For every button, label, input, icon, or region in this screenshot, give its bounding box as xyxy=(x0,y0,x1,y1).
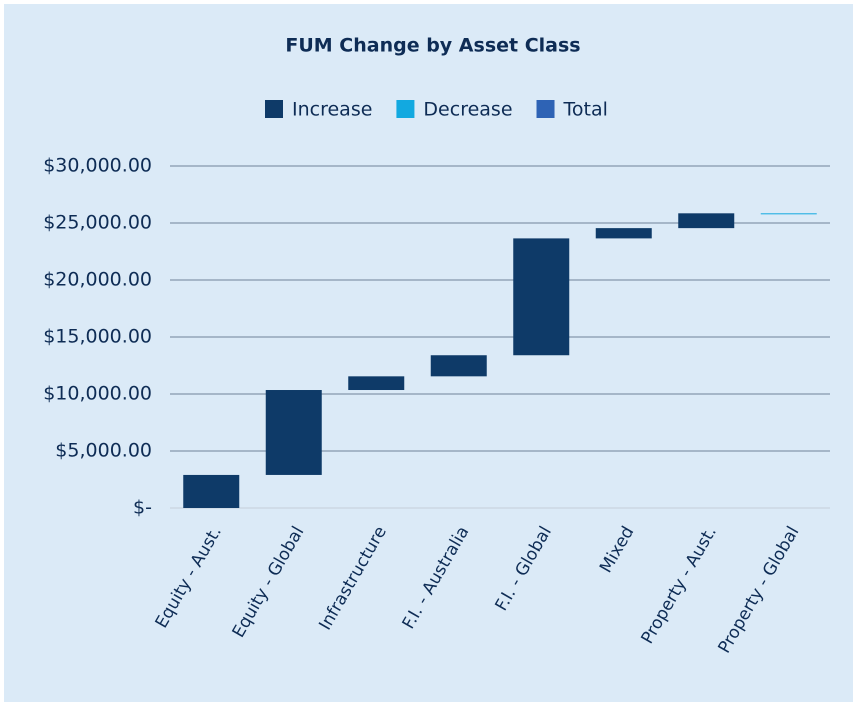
legend-label: Decrease xyxy=(423,99,512,121)
y-tick-label: $5,000.00 xyxy=(55,440,152,462)
bar xyxy=(265,390,322,475)
chart-background xyxy=(4,4,853,702)
bar xyxy=(595,228,652,239)
bar xyxy=(760,213,817,215)
legend-label: Total xyxy=(563,99,608,121)
y-tick-label: $10,000.00 xyxy=(43,383,152,405)
y-tick-label: $15,000.00 xyxy=(43,326,152,348)
chart-title: FUM Change by Asset Class xyxy=(285,35,580,57)
y-tick-label: $- xyxy=(133,497,152,519)
legend-label: Increase xyxy=(292,99,372,121)
bar xyxy=(348,376,405,391)
legend-swatch xyxy=(396,100,415,118)
bar xyxy=(183,474,240,508)
bar xyxy=(430,355,487,377)
legend-swatch xyxy=(265,100,283,118)
bar xyxy=(513,238,570,356)
bar xyxy=(678,213,735,229)
legend-swatch xyxy=(536,100,555,118)
y-tick-label: $25,000.00 xyxy=(43,212,152,234)
y-tick-label: $20,000.00 xyxy=(43,269,152,291)
y-tick-label: $30,000.00 xyxy=(43,155,152,177)
